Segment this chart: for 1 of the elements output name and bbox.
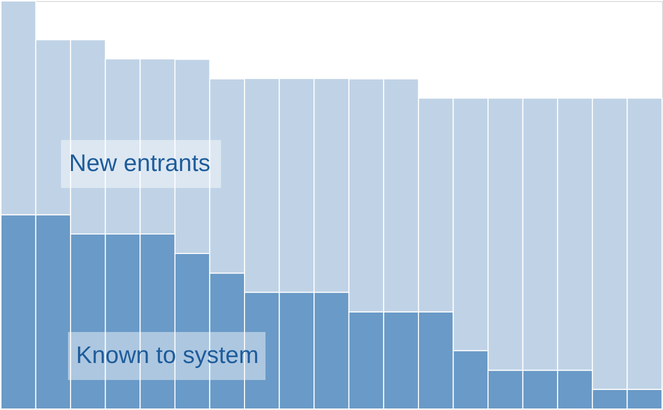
series-label: New entrants	[69, 150, 210, 177]
